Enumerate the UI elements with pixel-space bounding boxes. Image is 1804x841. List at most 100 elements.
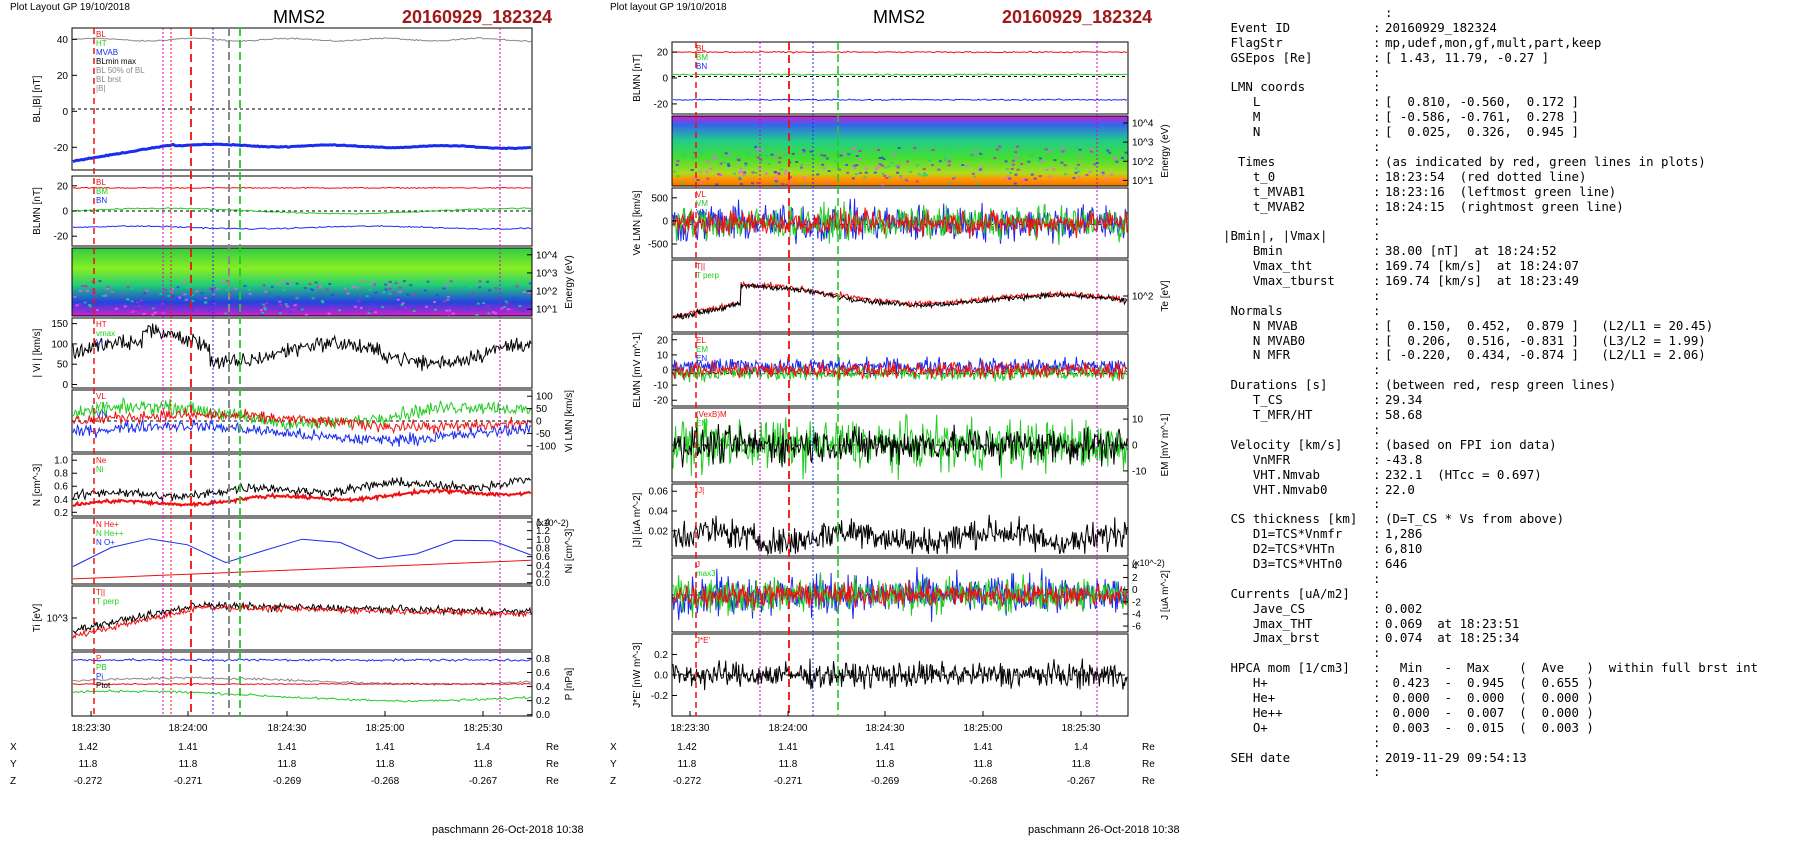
legend-entry: EN xyxy=(696,354,707,363)
spectrogram-cell xyxy=(995,148,999,151)
spectrogram-cell xyxy=(1016,145,1020,148)
info-key: VHT.Nmvab0 xyxy=(1223,481,1328,497)
spectrogram-cell xyxy=(398,286,402,289)
spectrogram-cell xyxy=(924,174,928,177)
info-row: O+: 0.003 - 0.015 ( 0.003 ) xyxy=(1223,719,1798,736)
info-value: 18:23:54 (red dotted line) xyxy=(1385,168,1587,184)
legend-entry: HT xyxy=(96,320,107,329)
info-row: He++: 0.000 - 0.007 ( 0.000 ) xyxy=(1223,704,1798,721)
panel-frame xyxy=(671,187,1129,259)
spectrogram-cell xyxy=(908,170,912,173)
spectrogram-cell xyxy=(354,305,358,308)
event-info-panel: : Event ID:20160929_182324 FlagStr: mp,ud… xyxy=(1223,5,1798,786)
spectrogram-cell xyxy=(195,309,199,312)
info-separator: : xyxy=(1373,719,1381,735)
trace-tpar xyxy=(672,282,1128,320)
spectrogram-cell xyxy=(225,288,229,291)
trace-tpar xyxy=(72,603,532,639)
y-tick-label: 0.8 xyxy=(536,654,550,665)
panel-frame xyxy=(71,453,533,517)
info-key: FlagStr xyxy=(1223,34,1283,50)
ephemeris-value: 1.41 xyxy=(973,742,993,753)
info-value: 0.069 at 18:23:51 xyxy=(1385,615,1520,631)
ephemeris-value: 11.8 xyxy=(876,759,895,770)
info-key: T_CS xyxy=(1223,392,1283,408)
spectrogram-cell xyxy=(739,183,743,186)
trace-bm xyxy=(672,73,1128,77)
spectrogram-cell xyxy=(153,311,157,314)
spectrogram-cell xyxy=(847,153,851,156)
legend-entry: VM xyxy=(96,401,108,410)
spectrogram-cell xyxy=(478,280,482,283)
info-key: N MVAB xyxy=(1223,317,1298,333)
spectrogram-cell xyxy=(135,301,139,304)
spectrogram-cell xyxy=(1088,170,1092,173)
spectrogram-cell xyxy=(349,286,353,289)
legend-entry: (VexB)M xyxy=(696,410,727,419)
spectrogram-cell xyxy=(778,161,781,164)
spectrogram-cell xyxy=(790,180,793,183)
info-key: |Bmin|, |Vmax| xyxy=(1223,228,1328,244)
spectrogram-cell xyxy=(774,180,778,183)
legend-entry: MVAB xyxy=(96,48,118,57)
spectrogram-cell xyxy=(262,303,266,306)
info-row: FlagStr: mp,udef,mon,gf,mult,part,keep xyxy=(1223,34,1798,51)
figure-footer: paschmann 26-Oct-2018 10:38 xyxy=(1028,824,1180,836)
spectrogram-cell xyxy=(434,308,437,311)
info-value: 0.000 - 0.007 ( 0.000 ) xyxy=(1385,704,1594,720)
legend-entry: T|| xyxy=(96,588,105,597)
spectrogram-cell xyxy=(1122,158,1126,160)
spectrogram-cell xyxy=(482,302,486,305)
spectrogram-cell xyxy=(1005,168,1009,171)
spectrogram-cell xyxy=(738,177,742,180)
trace-en xyxy=(672,359,1128,381)
spectrogram-cell xyxy=(184,298,188,301)
spectrogram-cell xyxy=(143,292,147,295)
y-tick-label: 0.2 xyxy=(654,650,668,661)
spectrogram-cell xyxy=(86,310,90,313)
spectrogram-cell xyxy=(979,152,983,155)
trace-jn xyxy=(672,579,1128,611)
spectrogram-cell xyxy=(937,168,941,171)
info-row: M:[ -0.586, -0.761, 0.278 ] xyxy=(1223,109,1798,125)
spectrogram-cell xyxy=(295,282,299,285)
spectrogram-cell xyxy=(203,301,207,304)
spectrogram-cell xyxy=(974,151,978,154)
y-axis-label: | Vi | [km/s] xyxy=(32,328,43,377)
info-separator: : xyxy=(1373,481,1381,497)
info-separator: : xyxy=(1373,153,1381,169)
info-key: He+ xyxy=(1223,689,1276,705)
spectrogram-cell xyxy=(100,311,104,314)
spectrogram-cell xyxy=(518,305,522,307)
spectrogram-cell xyxy=(905,179,909,182)
info-value: 18:23:16 (leftmost green line) xyxy=(1385,183,1617,199)
spectrogram-cell xyxy=(409,284,413,287)
spectrogram-cell xyxy=(320,300,324,303)
trace-ptot xyxy=(72,657,532,663)
info-value: 22.0 xyxy=(1385,481,1415,497)
spectrogram-cell xyxy=(374,291,378,294)
spectrogram-cell xyxy=(106,286,110,289)
y-axis-label: BL,|B| [nT] xyxy=(32,75,43,122)
y-tick-label: 10^3 xyxy=(1132,138,1154,149)
spectrogram-cell xyxy=(1037,159,1041,162)
info-row: SEH date:2019-11-29 09:54:13 xyxy=(1223,750,1798,766)
y-tick-label: 0 xyxy=(662,216,668,227)
spectrogram-cell xyxy=(176,298,180,301)
spectrogram-cell xyxy=(738,176,742,179)
spectrogram-cell xyxy=(204,297,208,300)
spectrogram-cell xyxy=(142,312,146,315)
y-tick-label: 40 xyxy=(57,35,69,46)
y-tick-label: -20 xyxy=(54,232,69,243)
info-row: : xyxy=(1223,214,1798,229)
spectrogram-cell xyxy=(931,164,934,167)
spectrogram-cell xyxy=(696,179,700,181)
spectrogram-cell xyxy=(103,302,107,305)
trace-tperp xyxy=(672,280,1128,319)
spectrogram-cell xyxy=(1008,177,1012,180)
info-row: HPCA mom [1/cm3]: Min - Max ( Ave ) with… xyxy=(1223,660,1798,676)
spectrogram-cell xyxy=(487,312,491,315)
spectrogram-cell xyxy=(851,177,855,180)
y-tick-label: 0 xyxy=(1132,441,1138,452)
